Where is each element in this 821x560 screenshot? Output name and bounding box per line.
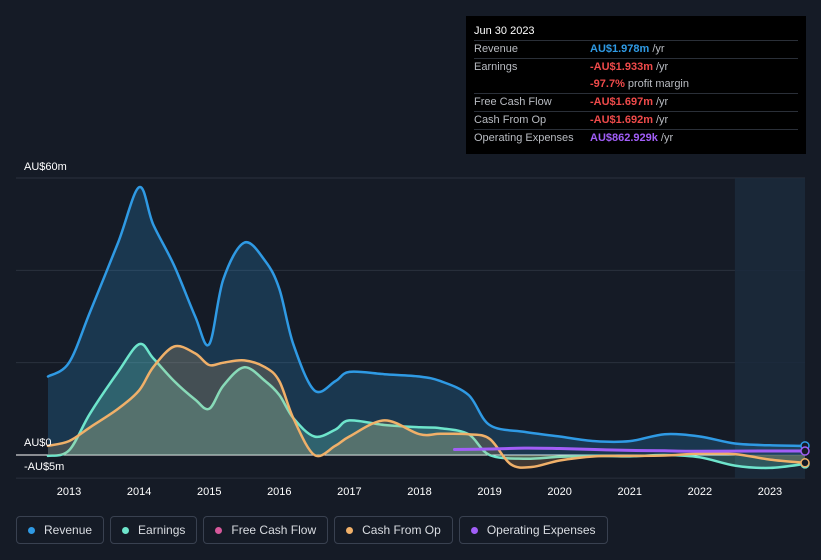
y-axis-label-bottom: -AU$5m — [24, 461, 64, 473]
x-tick-label: 2020 — [547, 486, 571, 498]
chart-legend: Revenue Earnings Free Cash Flow Cash Fro… — [16, 516, 608, 544]
legend-item-earnings[interactable]: Earnings — [110, 516, 198, 544]
x-tick-label: 2015 — [197, 486, 221, 498]
legend-item-revenue[interactable]: Revenue — [16, 516, 105, 544]
x-tick-label: 2017 — [337, 486, 361, 498]
legend-label: Revenue — [44, 523, 93, 537]
legend-label: Operating Expenses — [486, 523, 596, 537]
series-layer — [46, 185, 810, 470]
x-tick-label: 2018 — [407, 486, 431, 498]
tooltip-panel: Jun 30 2023 Revenue AU$1.978m /yr Earnin… — [466, 16, 806, 154]
legend-label: Earnings — [138, 523, 186, 537]
y-axis-label-zero: AU$0 — [24, 437, 52, 449]
tooltip-unit: /yr — [652, 43, 665, 55]
legend-label: Free Cash Flow — [231, 523, 317, 537]
x-tick-label: 2019 — [477, 486, 501, 498]
series-area-cash-from-op — [48, 345, 805, 468]
tooltip-unit: /yr — [655, 96, 669, 108]
highlight-band — [734, 178, 805, 479]
series-area-revenue — [48, 186, 805, 456]
tooltip-value: -AU$1.692m — [590, 114, 653, 126]
tooltip-row-cash-from-op: Cash From Op -AU$1.692m /yr — [474, 111, 798, 129]
series-area-earnings — [48, 343, 805, 468]
tooltip-date: Jun 30 2023 — [474, 25, 535, 37]
tooltip-unit: profit margin — [627, 78, 689, 90]
legend-dot-icon — [346, 526, 354, 534]
legend-item-cash-from-op[interactable]: Cash From Op — [334, 516, 453, 544]
legend-dot-icon — [470, 526, 478, 534]
tooltip-value: -AU$1.697m — [590, 96, 653, 108]
tooltip-row-revenue: Revenue AU$1.978m /yr — [474, 40, 798, 58]
legend-item-operating-expenses[interactable]: Operating Expenses — [458, 516, 608, 544]
legend-label: Cash From Op — [362, 523, 441, 537]
chart-area: AU$60m AU$0 -AU$5m 2013 2014 2015 2016 2017 2… — [16, 161, 810, 498]
tooltip-row-operating-expenses: Operating Expenses AU$862.929k /yr — [474, 129, 798, 147]
tooltip-label: Operating Expenses — [474, 132, 574, 144]
x-tick-label: 2014 — [127, 486, 151, 498]
tooltip-label: Earnings — [474, 61, 518, 73]
series-endpoint-cash-from-op — [800, 458, 810, 468]
chart-grid — [16, 177, 805, 479]
tooltip-label: Revenue — [474, 43, 519, 55]
tooltip-unit: /yr — [655, 61, 669, 73]
legend-item-free-cash-flow[interactable]: Free Cash Flow — [203, 516, 329, 544]
x-tick-label: 2016 — [267, 486, 291, 498]
tooltip-value: -97.7% — [590, 78, 625, 90]
tooltip-value: AU$862.929k — [590, 132, 658, 144]
series-line-cash-from-op — [46, 344, 807, 469]
tooltip-unit: /yr — [660, 132, 674, 144]
forecast-highlight — [734, 178, 805, 479]
tooltip-label: Cash From Op — [474, 114, 547, 126]
legend-dot-icon — [215, 526, 223, 534]
tooltip-row-profit-margin: -97.7% profit margin — [474, 76, 798, 93]
tooltip-row-free-cash-flow: Free Cash Flow -AU$1.697m /yr — [474, 93, 798, 111]
tooltip-label: Free Cash Flow — [474, 96, 552, 108]
x-tick-label: 2022 — [688, 486, 712, 498]
tooltip-value: AU$1.978m — [590, 43, 650, 55]
series-line-operating-expenses — [453, 446, 807, 453]
tooltip-label — [474, 76, 590, 93]
x-axis-ticks: 2013 2014 2015 2016 2017 2018 2019 2020 2021 2022… — [57, 486, 782, 498]
tooltip-row-earnings: Earnings -AU$1.933m /yr — [474, 58, 798, 76]
legend-dot-icon — [122, 526, 130, 534]
x-tick-label: 2013 — [57, 486, 81, 498]
series-endpoint-operating-expenses — [800, 446, 810, 456]
x-tick-label: 2021 — [618, 486, 642, 498]
tooltip-value: -AU$1.933m — [590, 61, 653, 73]
x-tick-label: 2023 — [758, 486, 782, 498]
legend-dot-icon — [28, 526, 35, 534]
tooltip-unit: /yr — [655, 114, 669, 126]
y-axis-label-top: AU$60m — [24, 161, 67, 173]
series-line-revenue — [46, 185, 807, 448]
